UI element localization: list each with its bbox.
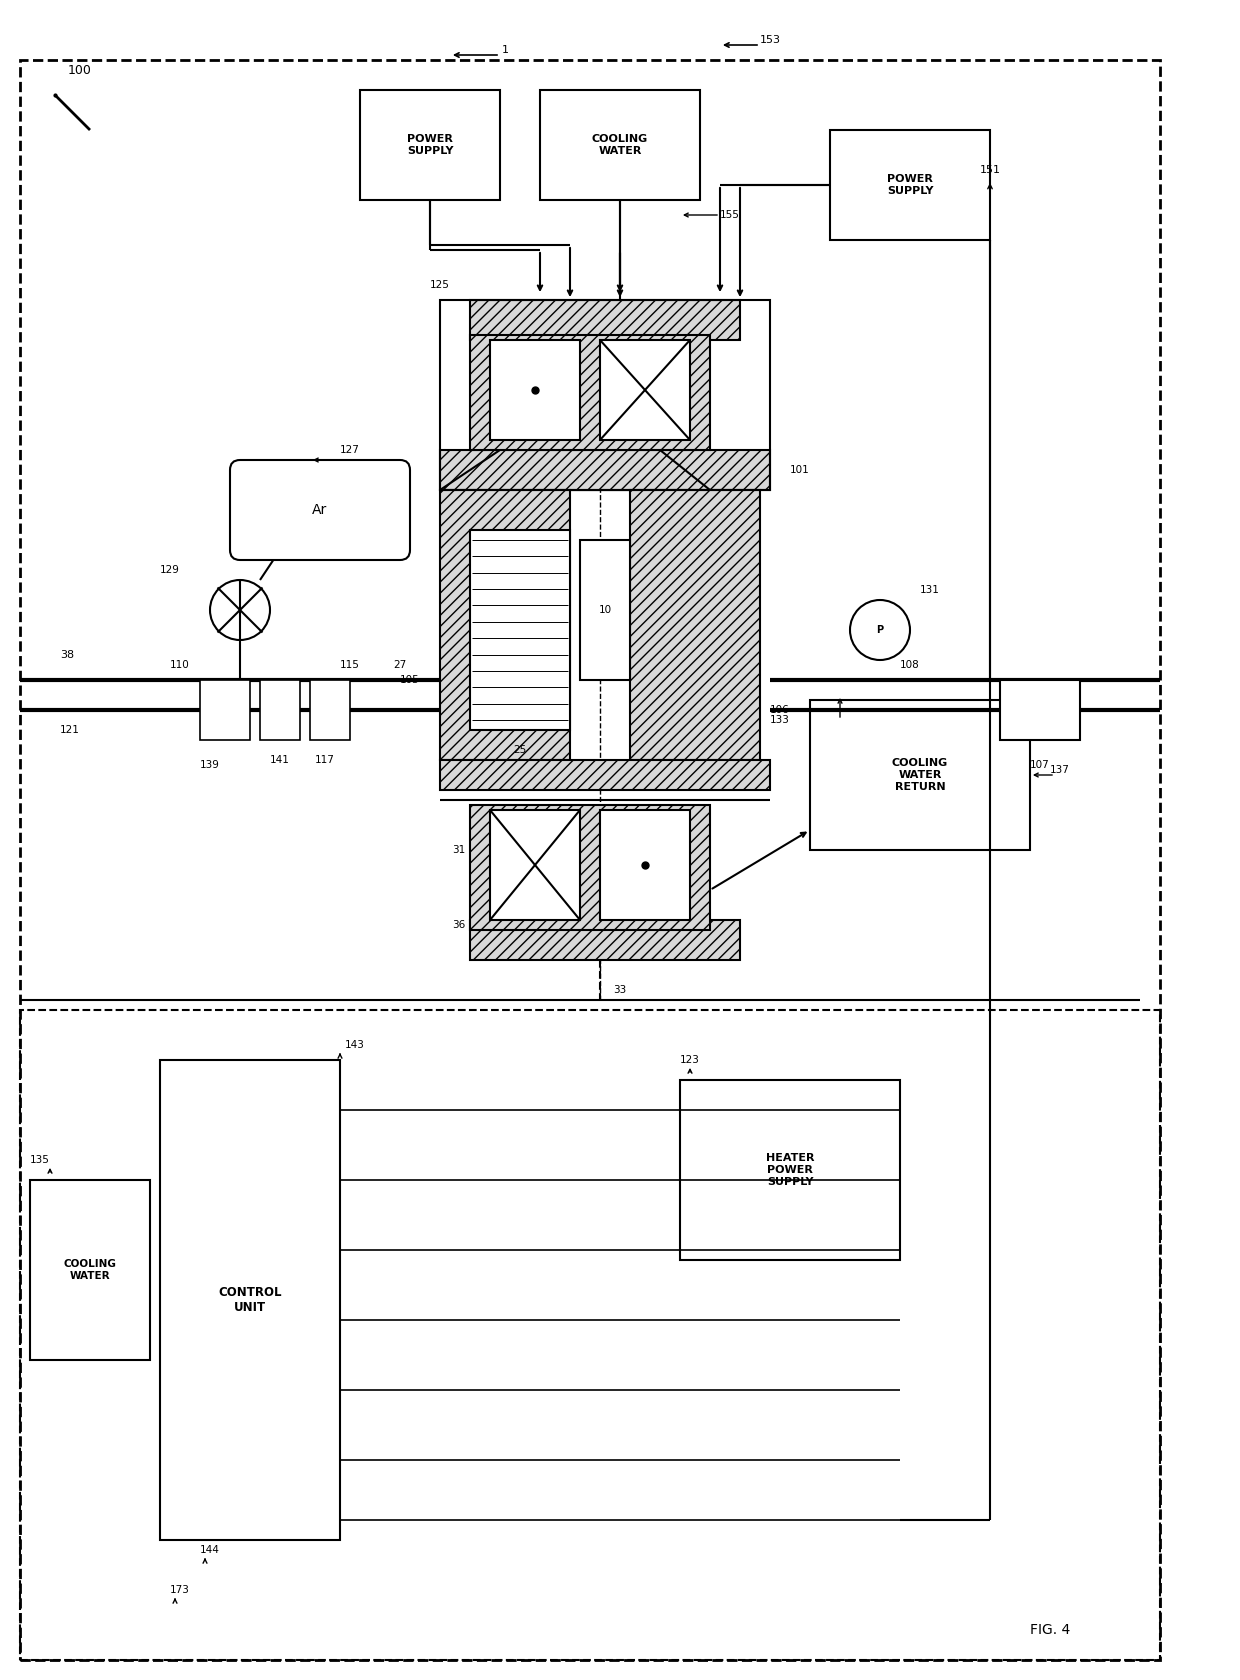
Bar — [539, 91, 701, 200]
Text: 131: 131 — [920, 585, 940, 595]
Text: 101: 101 — [790, 465, 810, 475]
Text: 127: 127 — [340, 445, 360, 455]
Text: 135: 135 — [30, 1156, 50, 1164]
Text: 125: 125 — [430, 281, 450, 291]
Bar — [360, 91, 500, 200]
Text: P: P — [877, 625, 884, 635]
Text: CONTROL
UNIT: CONTROL UNIT — [218, 1285, 281, 1314]
Bar — [680, 1080, 900, 1260]
Text: 106: 106 — [770, 706, 790, 716]
Bar — [600, 339, 689, 440]
Bar — [20, 1010, 1159, 1660]
Bar — [470, 529, 570, 731]
Bar — [630, 491, 760, 759]
Text: Ar: Ar — [312, 502, 327, 517]
Text: 10: 10 — [599, 605, 611, 615]
Text: 105: 105 — [401, 675, 420, 685]
Bar — [999, 680, 1080, 739]
Text: 144: 144 — [200, 1546, 219, 1556]
Bar — [600, 810, 689, 921]
Text: 107: 107 — [1030, 759, 1050, 769]
Text: 139: 139 — [200, 759, 219, 769]
Bar — [160, 1060, 340, 1541]
Text: 143: 143 — [345, 1040, 365, 1050]
Polygon shape — [440, 450, 711, 491]
Text: 36: 36 — [451, 921, 465, 931]
Text: 25: 25 — [513, 744, 527, 754]
Bar — [440, 759, 770, 790]
Text: 31: 31 — [451, 845, 465, 855]
Text: 129: 129 — [160, 564, 180, 575]
Bar — [490, 810, 580, 921]
Bar — [200, 680, 250, 739]
Bar — [470, 805, 711, 931]
Bar — [260, 680, 300, 739]
Text: FIG. 4: FIG. 4 — [1030, 1623, 1070, 1636]
Text: COOLING
WATER: COOLING WATER — [591, 134, 649, 156]
Text: 100: 100 — [68, 64, 92, 77]
Bar — [580, 539, 630, 680]
Bar — [470, 921, 740, 959]
Text: 123: 123 — [680, 1055, 699, 1065]
Text: 38: 38 — [60, 650, 74, 660]
Text: 137: 137 — [1050, 764, 1070, 774]
Text: 173: 173 — [170, 1584, 190, 1594]
Text: 153: 153 — [759, 35, 780, 45]
Text: HEATER
POWER
SUPPLY: HEATER POWER SUPPLY — [766, 1154, 815, 1186]
Bar — [490, 339, 580, 440]
Bar — [440, 450, 770, 491]
Text: 108: 108 — [900, 660, 920, 670]
Text: 27: 27 — [393, 660, 407, 670]
Text: 141: 141 — [270, 754, 290, 764]
Bar — [810, 701, 1030, 850]
Text: 117: 117 — [315, 754, 335, 764]
Text: 151: 151 — [980, 165, 1001, 175]
Bar — [830, 129, 990, 240]
Text: 121: 121 — [60, 726, 79, 736]
Bar — [30, 1179, 150, 1361]
Text: 115: 115 — [340, 660, 360, 670]
Text: POWER
SUPPLY: POWER SUPPLY — [407, 134, 454, 156]
Bar — [470, 334, 711, 450]
Text: POWER
SUPPLY: POWER SUPPLY — [887, 175, 934, 197]
Bar — [470, 301, 740, 339]
Text: 110: 110 — [170, 660, 190, 670]
Text: 155: 155 — [720, 210, 740, 220]
FancyBboxPatch shape — [229, 460, 410, 559]
Text: 133: 133 — [770, 716, 790, 726]
Bar — [310, 680, 350, 739]
Text: COOLING
WATER: COOLING WATER — [63, 1260, 117, 1280]
Text: COOLING
WATER
RETURN: COOLING WATER RETURN — [892, 758, 949, 791]
Text: 33: 33 — [614, 984, 626, 995]
Bar — [440, 491, 570, 759]
Text: 1: 1 — [501, 45, 508, 55]
Bar — [440, 301, 770, 491]
